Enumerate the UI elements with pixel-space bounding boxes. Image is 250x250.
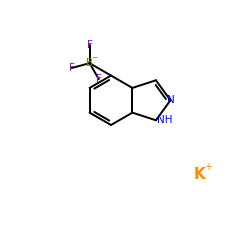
Text: F: F	[96, 74, 102, 84]
Text: +: +	[204, 162, 212, 172]
Text: NH: NH	[157, 115, 173, 125]
Text: N: N	[166, 95, 174, 105]
Text: F: F	[87, 40, 92, 50]
Text: K: K	[193, 167, 205, 182]
Text: −: −	[91, 53, 97, 62]
Text: F: F	[69, 63, 74, 73]
Text: B: B	[86, 58, 93, 68]
